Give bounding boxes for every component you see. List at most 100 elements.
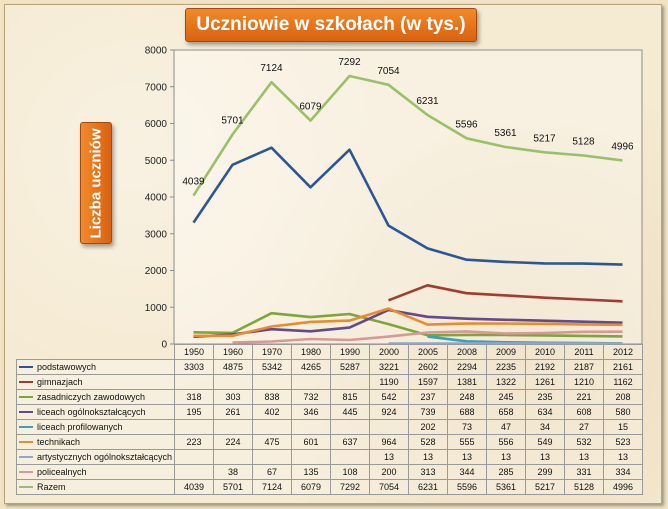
table-cell: 5128 (564, 479, 604, 495)
table-cell: 5287 (330, 359, 370, 375)
y-tick-label: 7000 (145, 82, 168, 93)
table-cell: 1381 (447, 374, 487, 390)
table-cell (213, 374, 253, 390)
category-label: 2005 (408, 344, 448, 360)
data-label: 4039 (182, 177, 205, 188)
table-cell: 303 (213, 389, 253, 405)
table-cell (330, 449, 370, 465)
legend-key (19, 410, 33, 413)
table-cell: 208 (603, 389, 643, 405)
category-label: 2009 (486, 344, 526, 360)
table-cell: 1162 (603, 374, 643, 390)
series-line (193, 307, 623, 338)
data-label: 5128 (572, 137, 595, 148)
table-cell (291, 449, 331, 465)
table-row: technikach 223 224 475 601 637 964 528 555 556 549… (16, 434, 643, 450)
series-line (192, 146, 623, 266)
series-legend-cell: policealnych (16, 464, 175, 480)
series-legend-cell: liceach profilowanych (16, 419, 175, 435)
category-label: 2008 (447, 344, 487, 360)
chart-title-text: Uczniowie w szkołach (w tys.) (196, 14, 466, 35)
table-row: podstawowych 3303 4875 5342 4265 5287 3221 2602… (16, 359, 643, 375)
table-cell (369, 419, 409, 435)
table-cell: 475 (252, 434, 292, 450)
table-cell: 200 (369, 464, 409, 480)
table-cell: 964 (369, 434, 409, 450)
series-name: podstawowych (37, 362, 97, 372)
table-cell: 4039 (174, 479, 214, 495)
legend-key (19, 440, 33, 443)
table-cell: 299 (525, 464, 565, 480)
category-label: 2010 (525, 344, 565, 360)
legend-key (19, 380, 33, 383)
table-cell: 601 (291, 434, 331, 450)
data-label: 5701 (221, 115, 244, 126)
table-cell: 2235 (486, 359, 526, 375)
series-name: zasadniczych zawodowych (37, 392, 146, 402)
table-cell: 7292 (330, 479, 370, 495)
table-cell: 73 (447, 419, 487, 435)
y-tick-label: 2000 (145, 266, 168, 277)
legend-key (19, 485, 33, 488)
series-legend-cell: artystycznych ogólnokształcących (16, 449, 175, 465)
table-cell: 608 (564, 404, 604, 420)
table-cell (252, 419, 292, 435)
data-label: 7124 (260, 63, 283, 74)
data-label: 5361 (494, 128, 517, 139)
table-cell: 1322 (486, 374, 526, 390)
table-cell: 634 (525, 404, 565, 420)
table-cell: 580 (603, 404, 643, 420)
table-cell: 658 (486, 404, 526, 420)
table-cell (252, 374, 292, 390)
table-cell: 135 (291, 464, 331, 480)
data-label: 6079 (299, 102, 322, 113)
series-legend-cell: Razem (16, 479, 175, 495)
table-cell: 523 (603, 434, 643, 450)
table-cell: 13 (486, 449, 526, 465)
table-cell (213, 449, 253, 465)
table-cell: 637 (330, 434, 370, 450)
table-cell: 344 (447, 464, 487, 480)
category-label: 2000 (369, 344, 409, 360)
data-label: 7292 (338, 57, 361, 68)
table-cell: 815 (330, 389, 370, 405)
table-cell: 2192 (525, 359, 565, 375)
table-cell (330, 374, 370, 390)
category-label: 1950 (174, 344, 214, 360)
table-cell: 1210 (564, 374, 604, 390)
legend-key (19, 395, 33, 398)
data-label: 4996 (611, 141, 634, 152)
table-cell: 5361 (486, 479, 526, 495)
table-row: artystycznych ogólnokształcących 13 13 13 13… (16, 449, 643, 465)
category-label: 2012 (603, 344, 643, 360)
table-cell: 346 (291, 404, 331, 420)
table-cell: 237 (408, 389, 448, 405)
y-tick-label: 6000 (145, 119, 168, 130)
table-cell: 732 (291, 389, 331, 405)
data-label: 7054 (377, 66, 400, 77)
y-tick-label: 1000 (145, 303, 168, 314)
table-cell: 7124 (252, 479, 292, 495)
table-cell: 2294 (447, 359, 487, 375)
table-cell: 838 (252, 389, 292, 405)
table-cell: 13 (408, 449, 448, 465)
table-cell: 5596 (447, 479, 487, 495)
table-cell: 5701 (213, 479, 253, 495)
table-cell: 688 (447, 404, 487, 420)
table-cell: 2161 (603, 359, 643, 375)
table-cell (291, 419, 331, 435)
table-cell: 223 (174, 434, 214, 450)
table-cell: 13 (603, 449, 643, 465)
table-cell: 313 (408, 464, 448, 480)
table-cell: 13 (369, 449, 409, 465)
series-legend-cell: podstawowych (16, 359, 175, 375)
table-cell: 15 (603, 419, 643, 435)
table-cell (174, 464, 214, 480)
table-cell: 235 (525, 389, 565, 405)
table-cell: 261 (213, 404, 253, 420)
table-cell: 285 (486, 464, 526, 480)
table-cell: 248 (447, 389, 487, 405)
table-cell: 13 (564, 449, 604, 465)
table-cell: 34 (525, 419, 565, 435)
